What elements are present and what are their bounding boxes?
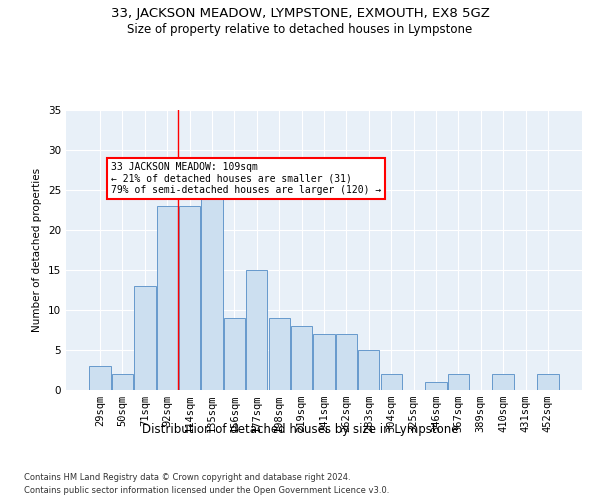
Bar	[537, 374, 559, 390]
Bar	[291, 326, 312, 390]
Bar	[425, 382, 446, 390]
Bar	[224, 318, 245, 390]
Text: Distribution of detached houses by size in Lympstone: Distribution of detached houses by size …	[142, 422, 458, 436]
Text: Contains public sector information licensed under the Open Government Licence v3: Contains public sector information licen…	[24, 486, 389, 495]
Bar	[358, 350, 379, 390]
Text: Contains HM Land Registry data © Crown copyright and database right 2024.: Contains HM Land Registry data © Crown c…	[24, 472, 350, 482]
Bar	[380, 374, 402, 390]
Bar	[134, 286, 155, 390]
Bar	[493, 374, 514, 390]
Text: Size of property relative to detached houses in Lympstone: Size of property relative to detached ho…	[127, 22, 473, 36]
Bar	[269, 318, 290, 390]
Bar	[246, 270, 268, 390]
Bar	[448, 374, 469, 390]
Bar	[313, 334, 335, 390]
Bar	[179, 206, 200, 390]
Bar	[89, 366, 111, 390]
Text: 33, JACKSON MEADOW, LYMPSTONE, EXMOUTH, EX8 5GZ: 33, JACKSON MEADOW, LYMPSTONE, EXMOUTH, …	[110, 8, 490, 20]
Bar	[202, 182, 223, 390]
Bar	[336, 334, 357, 390]
Bar	[112, 374, 133, 390]
Y-axis label: Number of detached properties: Number of detached properties	[32, 168, 43, 332]
Text: 33 JACKSON MEADOW: 109sqm
← 21% of detached houses are smaller (31)
79% of semi-: 33 JACKSON MEADOW: 109sqm ← 21% of detac…	[111, 162, 382, 195]
Bar	[157, 206, 178, 390]
